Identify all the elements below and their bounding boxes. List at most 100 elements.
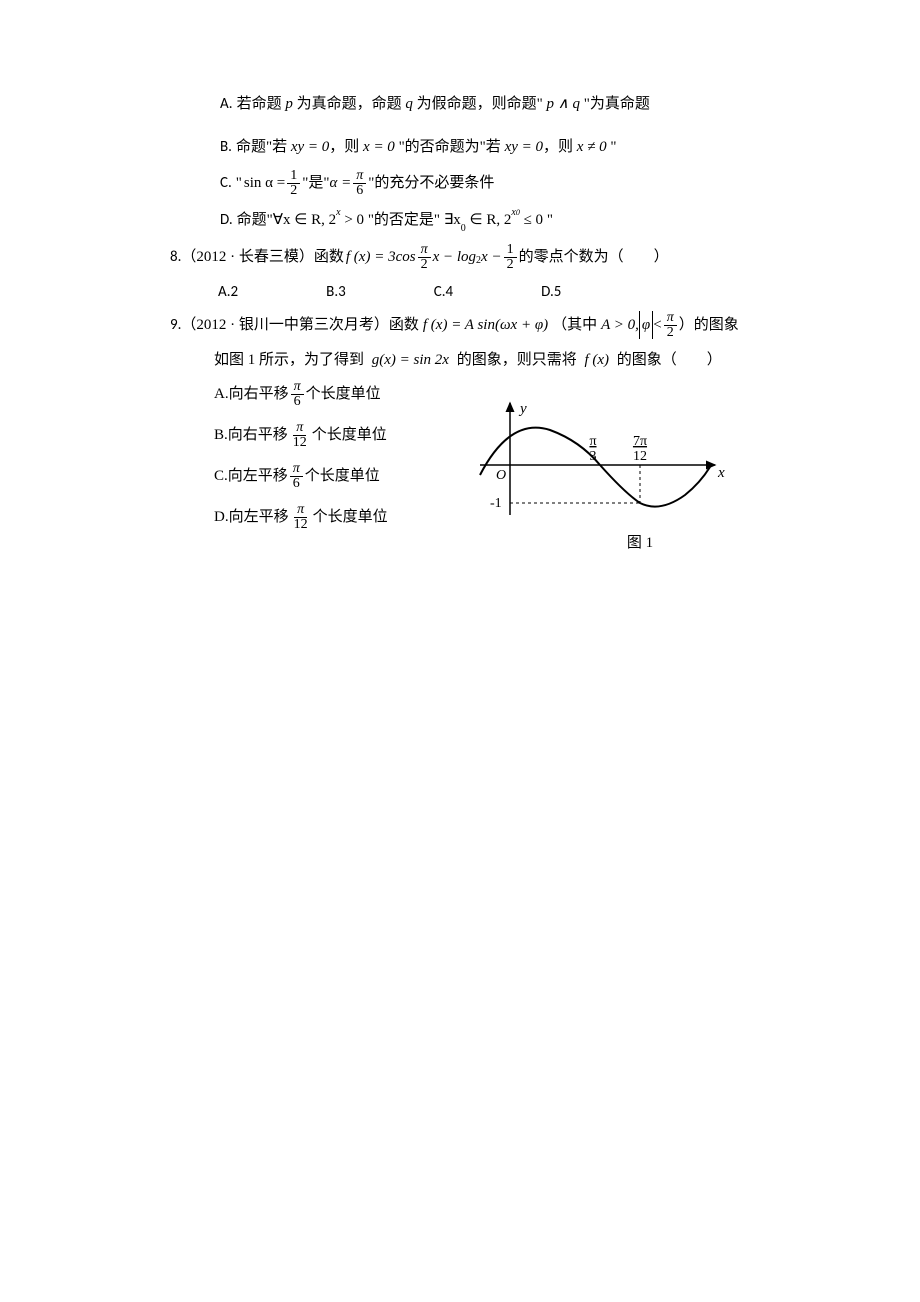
text: "的否定是" bbox=[364, 212, 444, 228]
text: 个长度单位 bbox=[305, 462, 380, 491]
q9-option-b: B. 向右平移 π12 个长度单位 bbox=[214, 421, 400, 450]
fraction: π6 bbox=[291, 380, 304, 409]
numerator: π bbox=[353, 169, 366, 184]
text: 如图 1 所示，为了得到 bbox=[214, 352, 364, 368]
text: 为真命题，命题 bbox=[293, 96, 406, 112]
fraction: π12 bbox=[291, 503, 311, 532]
numerator: π bbox=[290, 462, 303, 477]
expr: f (x) = 3cos bbox=[346, 243, 416, 272]
option-text: " sin α = 12 "是" α = π6 "的充分不必要条件 bbox=[236, 169, 495, 198]
expr: ∈ R, 2 bbox=[466, 212, 512, 228]
text: （其中 bbox=[552, 311, 597, 340]
fraction: π6 bbox=[290, 462, 303, 491]
neg1-label: -1 bbox=[490, 496, 502, 511]
denominator: 2 bbox=[287, 184, 300, 198]
numerator: π bbox=[293, 421, 306, 436]
option-label: B. bbox=[220, 133, 232, 162]
option-text: 命题"若 xy = 0，则 x = 0 "的否命题为"若 xy = 0，则 x … bbox=[236, 133, 617, 162]
denominator: 2 bbox=[504, 258, 517, 272]
denominator: 12 bbox=[291, 518, 311, 532]
pi3-num: π bbox=[589, 434, 596, 449]
expr: > 0 bbox=[341, 212, 364, 228]
question-number: 9. bbox=[170, 311, 181, 340]
sub: 0 bbox=[461, 223, 466, 234]
expr: sin α = bbox=[244, 169, 285, 198]
numerator: π bbox=[418, 243, 431, 258]
fraction: π2 bbox=[418, 243, 431, 272]
expr: ≤ 0 bbox=[520, 212, 543, 228]
s: 0 bbox=[516, 208, 520, 217]
option-label: A. bbox=[214, 380, 229, 409]
question-source: （2012 · 银川一中第三次月考）函数 bbox=[181, 311, 419, 340]
q7-option-b: B. 命题"若 xy = 0，则 x = 0 "的否命题为"若 xy = 0，则… bbox=[220, 133, 790, 162]
option-label: D. bbox=[214, 503, 229, 532]
pi3-den: 3 bbox=[590, 449, 597, 464]
option-label: D. bbox=[220, 206, 233, 235]
numerator: π bbox=[294, 503, 307, 518]
text: 为假命题，则命题" bbox=[413, 96, 547, 112]
question-8: 8. （2012 · 长春三模）函数 f (x) = 3cos π2 x − l… bbox=[170, 243, 790, 272]
text: " bbox=[543, 212, 553, 228]
q9-body: A. 向右平移 π6 个长度单位 B. 向右平移 π12 个长度单位 C. 向左… bbox=[170, 380, 790, 558]
expr: x − bbox=[481, 243, 502, 272]
text: " bbox=[236, 169, 242, 198]
expr: x = 0 bbox=[363, 139, 395, 155]
denominator: 6 bbox=[291, 395, 304, 409]
q8-option-c: C.4 bbox=[434, 278, 453, 307]
fraction: π12 bbox=[290, 421, 310, 450]
denominator: 2 bbox=[418, 258, 431, 272]
q9-options: A. 向右平移 π6 个长度单位 B. 向右平移 π12 个长度单位 C. 向左… bbox=[170, 380, 400, 544]
q7-option-c: C. " sin α = 12 "是" α = π6 "的充分不必要条件 bbox=[220, 169, 790, 198]
expr: x − log bbox=[433, 243, 476, 272]
q8-options: A.2 B.3 C.4 D.5 bbox=[218, 278, 790, 307]
expr: x ≠ 0 bbox=[577, 139, 607, 155]
text: 个长度单位 bbox=[313, 503, 388, 532]
denominator: 6 bbox=[353, 184, 366, 198]
expr: < bbox=[653, 311, 661, 340]
text: " bbox=[607, 139, 617, 155]
text: "的否命题为"若 bbox=[395, 139, 505, 155]
denominator: 12 bbox=[290, 436, 310, 450]
text: 命题"若 bbox=[236, 139, 291, 155]
option-label: C. bbox=[220, 169, 232, 198]
y-label: y bbox=[518, 401, 527, 417]
q9-option-a: A. 向右平移 π6 个长度单位 bbox=[214, 380, 400, 409]
abs: φ bbox=[639, 311, 653, 340]
q9-option-c: C. 向左平移 π6 个长度单位 bbox=[214, 462, 400, 491]
option-text: 若命题 p 为真命题，命题 q 为假命题，则命题" p ∧ q "为真命题 bbox=[237, 90, 650, 119]
var-pq: p ∧ q bbox=[546, 96, 579, 112]
origin-label: O bbox=[496, 468, 506, 483]
q8-option-a: A.2 bbox=[218, 278, 238, 307]
numerator: 1 bbox=[504, 243, 517, 258]
fraction: 12 bbox=[287, 169, 300, 198]
fraction: π2 bbox=[664, 311, 677, 340]
sup: x0 bbox=[511, 207, 519, 218]
question-number: 8. bbox=[170, 243, 181, 272]
text: 向右平移 bbox=[228, 421, 288, 450]
expr: ∀x ∈ R, 2 bbox=[273, 212, 336, 228]
expr: f (x) = A sin(ωx + φ) bbox=[423, 311, 548, 340]
option-label: C. bbox=[214, 462, 228, 491]
x-label: x bbox=[717, 465, 725, 481]
text: 向右平移 bbox=[229, 380, 289, 409]
expr: A > 0, bbox=[601, 311, 639, 340]
q7-option-a: A. 若命题 p 为真命题，命题 q 为假命题，则命题" p ∧ q "为真命题 bbox=[220, 90, 790, 119]
option-label: B. bbox=[214, 421, 228, 450]
numerator: π bbox=[664, 311, 677, 326]
q9-option-d: D. 向左平移 π12 个长度单位 bbox=[214, 503, 400, 532]
expr: g(x) = sin 2x bbox=[372, 352, 449, 368]
text: 的图象（ ） bbox=[617, 352, 722, 368]
option-text: 命题"∀x ∈ R, 2x > 0 "的否定是" ∃x0 ∈ R, 2x0 ≤ … bbox=[237, 206, 553, 235]
text: 的零点个数为（ ） bbox=[519, 243, 669, 272]
var-q: q bbox=[405, 96, 413, 112]
denominator: 2 bbox=[664, 326, 677, 340]
7pi12-den: 12 bbox=[633, 449, 647, 464]
q9-line2: 如图 1 所示，为了得到 g(x) = sin 2x 的图象，则只需将 f (x… bbox=[214, 346, 790, 375]
fraction: 12 bbox=[504, 243, 517, 272]
text: 个长度单位 bbox=[306, 380, 381, 409]
sub: 2 bbox=[476, 251, 481, 270]
text: "的充分不必要条件 bbox=[368, 169, 494, 198]
figure-caption: 图 1 bbox=[627, 529, 653, 558]
text: 向左平移 bbox=[228, 462, 288, 491]
q8-option-d: D.5 bbox=[541, 278, 561, 307]
